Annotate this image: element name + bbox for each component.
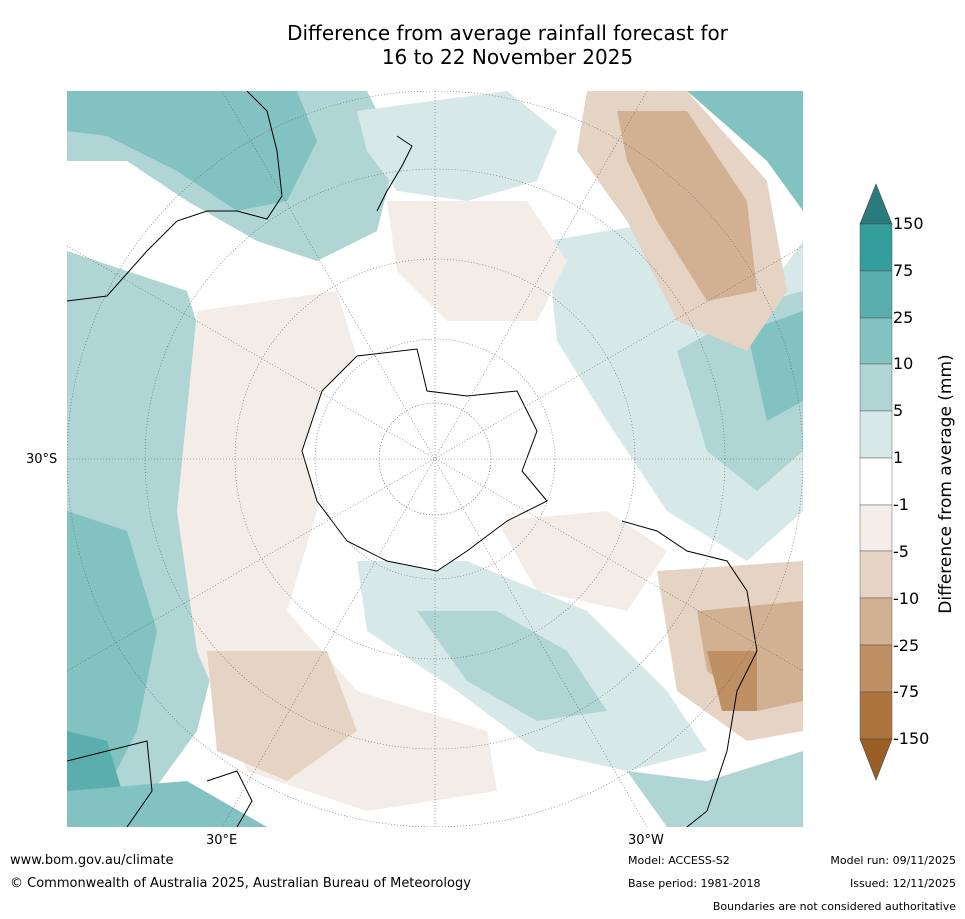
dry-region-south-pacific-core	[617, 111, 757, 301]
colorbar-bin-10-25	[859, 317, 893, 365]
footer-url[interactable]: www.bom.gov.au/climate	[10, 853, 174, 868]
colorbar-tick: -75	[893, 682, 920, 701]
dry-region-central-pacific	[387, 201, 567, 321]
graticule	[67, 91, 803, 827]
dry-region-andes	[707, 651, 757, 711]
colorbar-tick: -1	[893, 495, 909, 514]
coast-madagascar	[206, 770, 253, 827]
wet-region-nz	[357, 91, 557, 201]
colorbar-bin-m75-m25	[859, 644, 893, 693]
lon-label-30e: 30°E	[206, 833, 238, 848]
dry-region-east-pacific	[497, 511, 667, 611]
coast-africa	[67, 740, 153, 827]
wet-region-ne-corner	[687, 91, 803, 211]
colorbar-cap-bottom	[859, 738, 893, 781]
rainfall-map[interactable]	[67, 91, 803, 827]
wet-region-pacific-strong	[747, 311, 803, 421]
colorbar-tick: -10	[893, 589, 920, 608]
wet-region-south-atlantic-core	[417, 611, 607, 721]
colorbar-label: Difference from average (mm)	[936, 354, 956, 614]
colorbar-bin-m5-m1	[859, 504, 893, 552]
wet-region-sw-corner	[67, 781, 267, 827]
coastlines	[67, 91, 758, 827]
dry-anomaly-regions	[177, 91, 803, 811]
footer-model-run: Model run: 09/11/2025	[830, 854, 956, 867]
wet-region-tasman-core	[67, 91, 317, 211]
lat-label-30s: 30°S	[26, 452, 58, 467]
coast-new-zealand	[376, 135, 413, 212]
title-line-1: Difference from average rainfall forecas…	[287, 21, 728, 45]
colorbar	[859, 183, 893, 781]
colorbar-tick: 25	[893, 308, 914, 327]
colorbar-bin-neutral	[859, 457, 893, 506]
colorbar-bin-m10-m5	[859, 550, 893, 599]
colorbar-tick: 10	[893, 354, 914, 373]
colorbar-bin-1-5	[859, 410, 893, 459]
colorbar-tick: 1	[893, 448, 904, 467]
colorbar-bin-m25-m10	[859, 597, 893, 646]
colorbar-bin-75-150	[859, 223, 893, 272]
colorbar-tick: -25	[893, 636, 920, 655]
footer-model: Model: ACCESS-S2	[628, 854, 730, 867]
footer-issued: Issued: 12/11/2025	[849, 877, 956, 890]
coast-south-america	[621, 520, 758, 827]
colorbar-tick: -150	[893, 729, 930, 748]
colorbar-bin-25-75	[859, 270, 893, 319]
footer-disclaimer: Boundaries are not considered authoritat…	[712, 900, 956, 913]
coast-australia	[67, 91, 283, 302]
footer-copyright: © Commonwealth of Australia 2025, Austra…	[10, 876, 471, 891]
colorbar-tick: -5	[893, 542, 909, 561]
polar-hole	[378, 402, 492, 516]
dry-region-indian-core	[207, 651, 357, 781]
map-title: Difference from average rainfall forecas…	[0, 21, 965, 69]
colorbar-tick: 5	[893, 401, 904, 420]
colorbar-bin-5-10	[859, 363, 893, 412]
footer-base-period: Base period: 1981-2018	[628, 877, 761, 890]
title-line-2: 16 to 22 November 2025	[381, 45, 634, 69]
colorbar-tick: 150	[893, 214, 924, 233]
wet-region-se-corner	[627, 751, 803, 827]
lon-label-30w: 30°W	[628, 833, 664, 848]
colorbar-tick: 75	[893, 261, 914, 280]
colorbar-cap-top	[859, 183, 893, 225]
colorbar-bin-m150-m75	[859, 691, 893, 740]
